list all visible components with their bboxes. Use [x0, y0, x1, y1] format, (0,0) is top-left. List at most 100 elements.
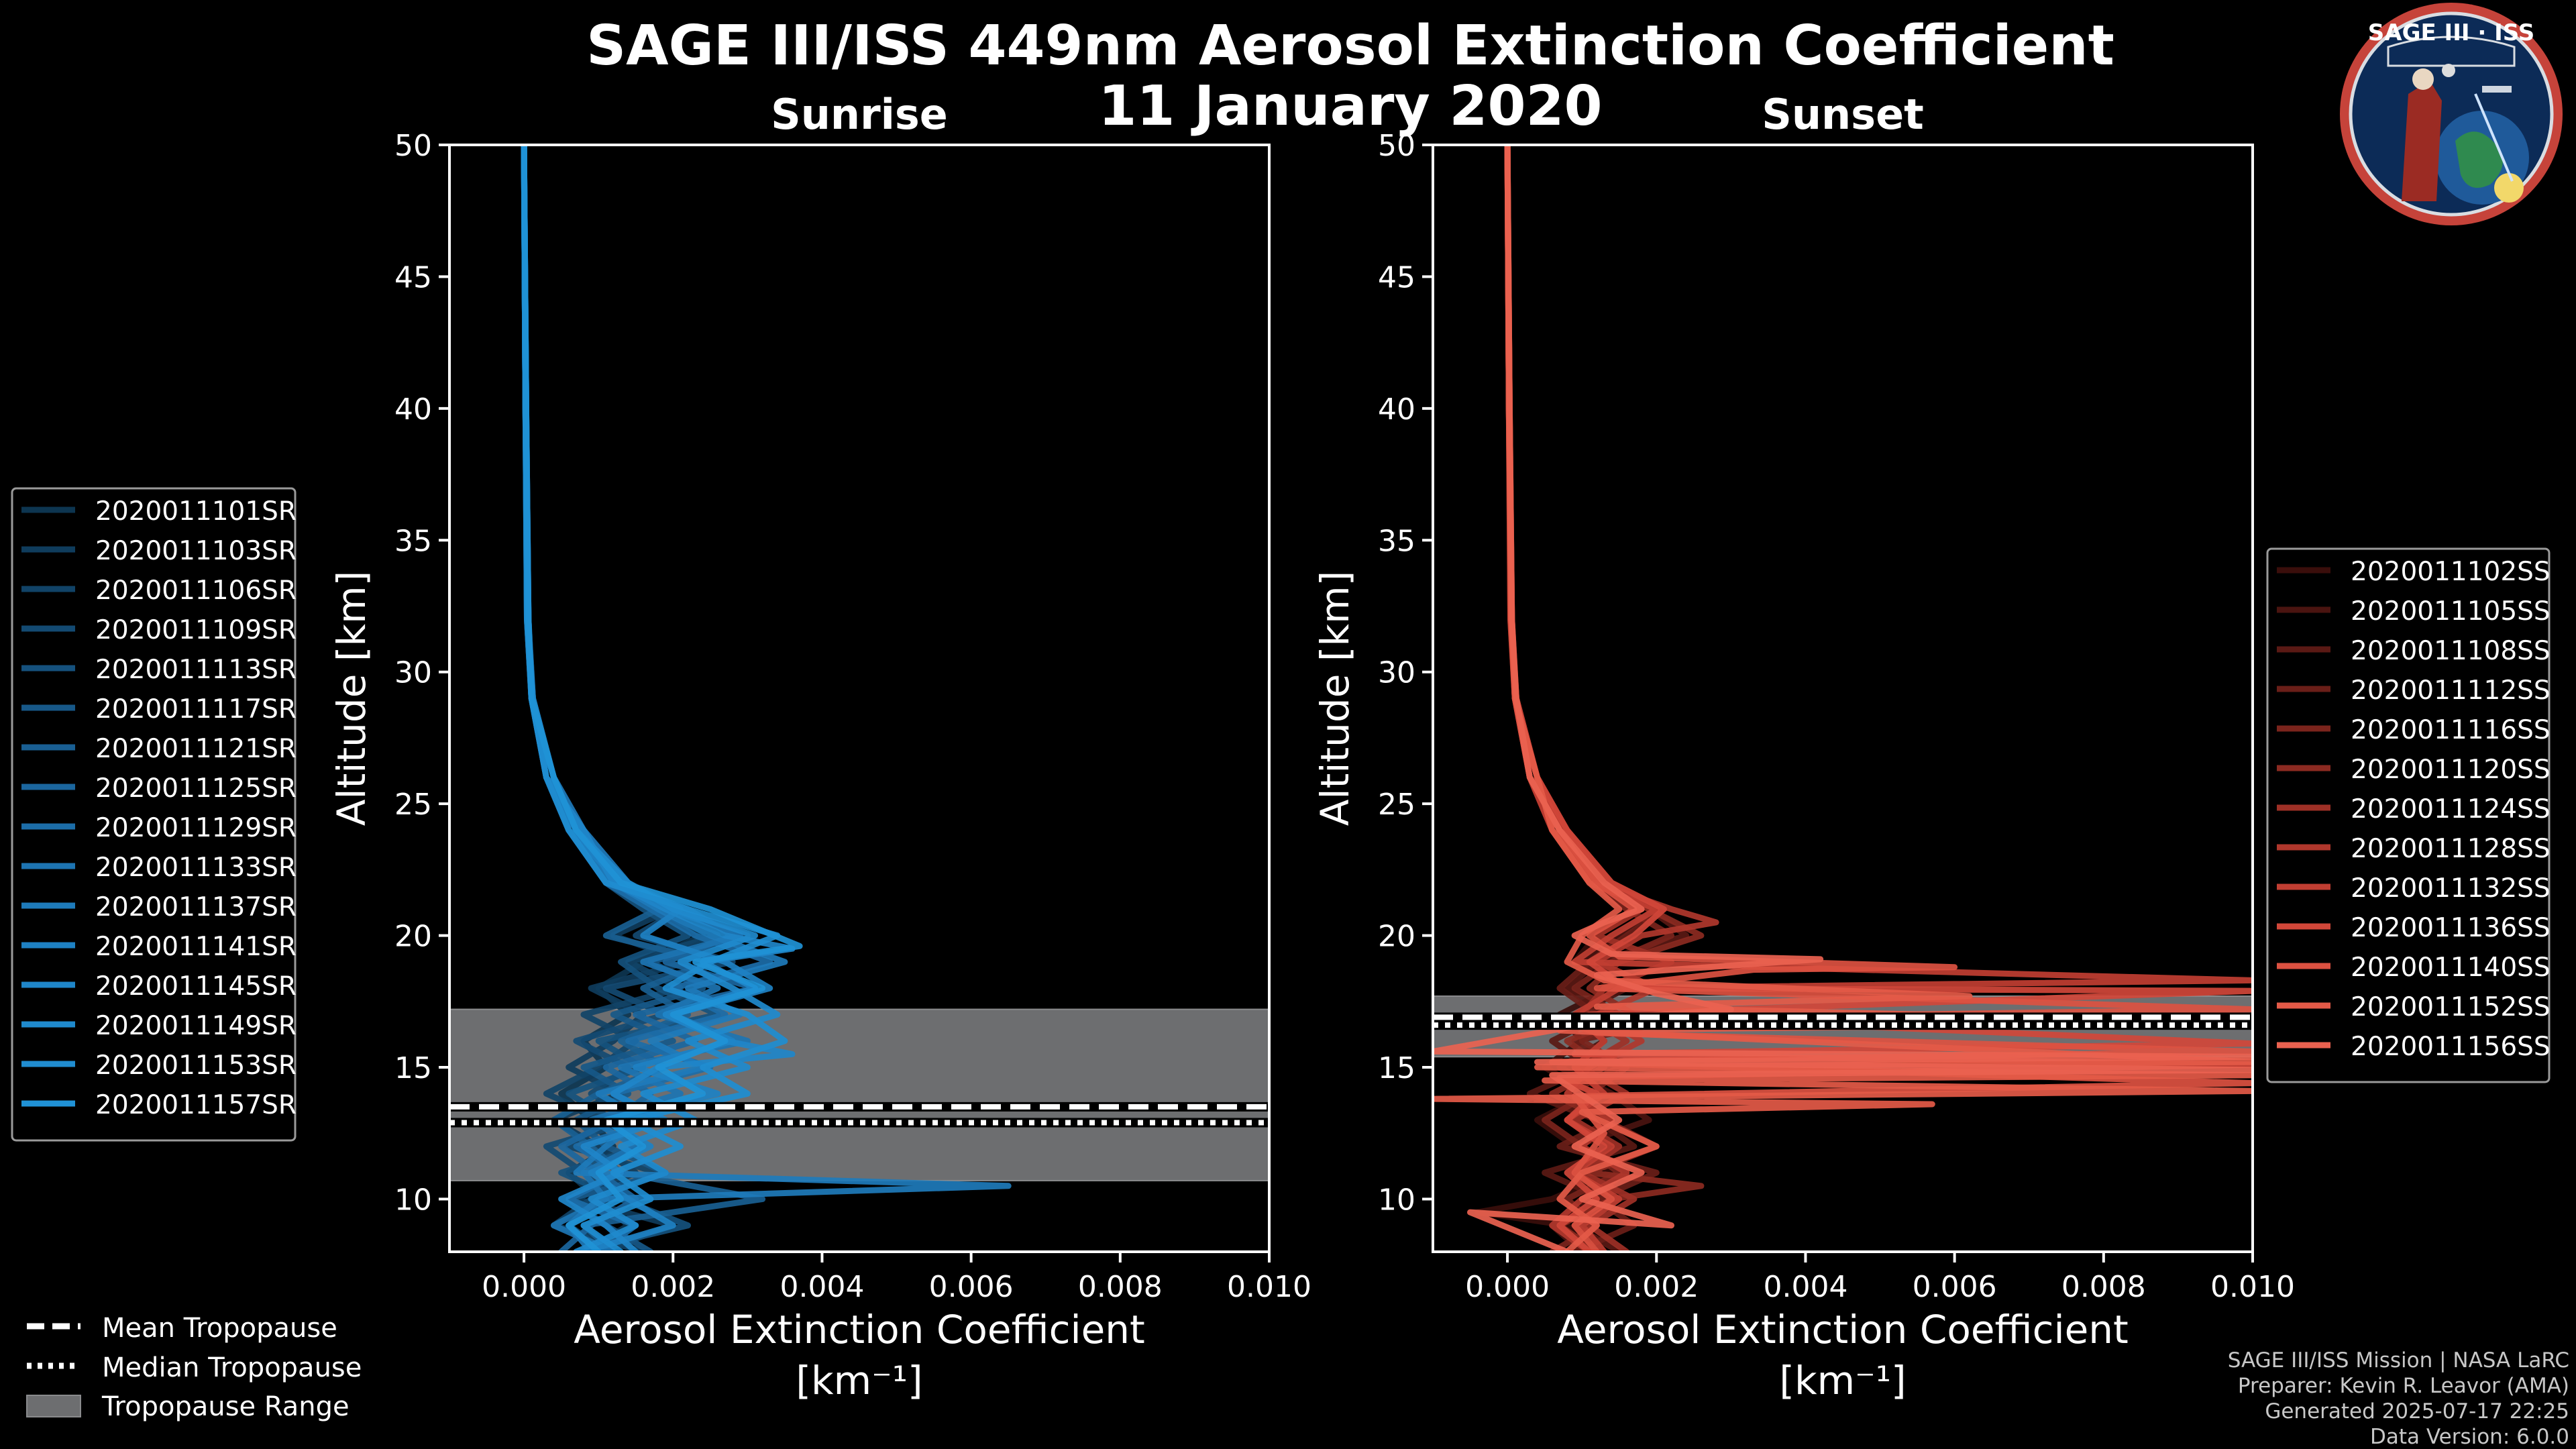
sunset-legend-label-2020011124SS: 2020011124SS — [2351, 794, 2551, 824]
sunrise-legend-label-2020011117SR: 2020011117SR — [95, 694, 297, 724]
sunrise-ytick-label: 20 — [394, 920, 432, 954]
sunset-ytick-label: 40 — [1378, 392, 1415, 427]
patch-banner — [2387, 36, 2516, 67]
sunrise-panel: Sunrise 0.000 0.002 0.004 0.006 0.008 0.010 10 1… — [329, 90, 1311, 1403]
sunset-xtick-label: 0.004 — [1763, 1270, 1847, 1304]
sunrise-legend-box — [11, 487, 297, 1142]
sunset-plot-area — [1433, 145, 2253, 1252]
sunset-legend-label-2020011108SS: 2020011108SS — [2351, 636, 2551, 666]
sun-icon — [2494, 173, 2524, 203]
mission-patch-logo: SAGE III · ISS — [2340, 3, 2563, 225]
sunrise-xtick-label: 0.010 — [1227, 1270, 1311, 1304]
astronomer-figure-icon — [2402, 80, 2442, 201]
sunrise-xtick-label: 0.002 — [631, 1270, 715, 1304]
sunset-xunits: [km⁻¹] — [1779, 1358, 1906, 1403]
sunrise-legend: 2020011101SR 2020011103SR 2020011106SR 2020… — [11, 487, 297, 1142]
sunset-legend-label-2020011136SS: 2020011136SS — [2351, 913, 2551, 943]
sunrise-xtick-label: 0.008 — [1078, 1270, 1163, 1304]
sunrise-xtick-label: 0.000 — [482, 1270, 566, 1304]
sunset-panel-title: Sunset — [1762, 90, 1924, 139]
sunrise-legend-label-2020011109SR: 2020011109SR — [95, 615, 297, 645]
sunrise-ytick-label: 45 — [394, 260, 432, 294]
legend-median-label: Median Tropopause — [102, 1352, 362, 1383]
sunrise-ytick-label: 35 — [394, 524, 432, 558]
sunset-ytick-label: 50 — [1378, 129, 1415, 163]
sunset-legend-label-2020011105SS: 2020011105SS — [2351, 596, 2551, 627]
sunset-xtick-label: 0.010 — [2210, 1270, 2295, 1304]
sunset-ytick-label: 35 — [1378, 524, 1415, 558]
sunset-legend-label-2020011132SS: 2020011132SS — [2351, 873, 2551, 904]
legend-range-swatch — [26, 1395, 81, 1417]
sunset-ylabel: Altitude [km] — [1312, 571, 1358, 826]
sunset-legend-label-2020011128SS: 2020011128SS — [2351, 834, 2551, 864]
sunrise-ytick-label: 30 — [394, 656, 432, 690]
sunrise-legend-label-2020011129SR: 2020011129SR — [95, 813, 297, 843]
footer-preparer: Preparer: Kevin R. Leavor (AMA) — [2238, 1374, 2569, 1398]
sunset-legend-label-2020011120SS: 2020011120SS — [2351, 755, 2551, 785]
legend-mean-label: Mean Tropopause — [102, 1313, 337, 1344]
sunrise-panel-title: Sunrise — [771, 90, 948, 139]
sunrise-ylabel: Altitude [km] — [329, 571, 374, 826]
figure-subtitle-date: 11 January 2020 — [1098, 74, 1602, 138]
sunset-legend-label-2020011112SS: 2020011112SS — [2351, 676, 2551, 706]
sunrise-axes-frame — [448, 144, 1271, 1253]
sunset-legend: 2020011102SS 2020011105SS 2020011108SS 2020… — [2266, 547, 2551, 1083]
sunset-ytick-label: 20 — [1378, 920, 1415, 954]
tropopause-legend: Mean Tropopause Median Tropopause Tropop… — [26, 1313, 362, 1422]
sunrise-xtick-label: 0.006 — [929, 1270, 1014, 1304]
sunrise-legend-label-2020011145SR: 2020011145SR — [95, 971, 297, 1002]
sunrise-ytick-label: 10 — [394, 1183, 432, 1217]
sunrise-legend-label-2020011106SR: 2020011106SR — [95, 576, 297, 606]
sunset-legend-label-2020011140SS: 2020011140SS — [2351, 953, 2551, 983]
legend-range-label: Tropopause Range — [101, 1391, 350, 1422]
sunrise-legend-label-2020011121SR: 2020011121SR — [95, 734, 297, 764]
sunset-ytick-label: 30 — [1378, 656, 1415, 690]
footer-credits: SAGE III/ISS Mission | NASA LaRC Prepare… — [2228, 1348, 2569, 1449]
sunrise-legend-label-2020011157SR: 2020011157SR — [95, 1090, 297, 1120]
footer-generated: Generated 2025-07-17 22:25 — [2265, 1399, 2569, 1424]
sunrise-legend-label-2020011137SR: 2020011137SR — [95, 892, 297, 922]
light-ray — [2474, 93, 2514, 182]
sunrise-profile-2020011157SR — [521, 145, 803, 1252]
sunset-xtick-label: 0.000 — [1465, 1270, 1550, 1304]
sunset-ytick-label: 25 — [1378, 788, 1415, 822]
sunrise-legend-label-2020011113SR: 2020011113SR — [95, 655, 297, 685]
sunset-legend-label-2020011102SS: 2020011102SS — [2351, 557, 2551, 587]
footer-mission: SAGE III/ISS Mission | NASA LaRC — [2228, 1348, 2569, 1373]
sunset-legend-label-2020011152SS: 2020011152SS — [2351, 992, 2551, 1022]
sunrise-ytick-label: 15 — [394, 1051, 432, 1085]
sunset-xtick-label: 0.006 — [1913, 1270, 1997, 1304]
sunset-ytick-label: 10 — [1378, 1183, 1415, 1217]
sunrise-legend-label-2020011149SR: 2020011149SR — [95, 1011, 297, 1041]
sunset-panel: Sunset 0.000 0.002 0.004 0.006 0.008 0.010 10 15… — [1312, 90, 2295, 1403]
sunrise-plot-area — [449, 145, 1269, 1252]
sunset-legend-label-2020011116SS: 2020011116SS — [2351, 715, 2551, 745]
moon-icon — [2442, 64, 2455, 77]
sunrise-xunits: [km⁻¹] — [796, 1358, 922, 1403]
sunset-legend-box — [2266, 547, 2551, 1083]
sunset-ytick-label: 45 — [1378, 260, 1415, 294]
sunrise-legend-label-2020011101SR: 2020011101SR — [95, 496, 297, 527]
sunset-axes-frame — [1432, 144, 2254, 1253]
sunset-profile-2020011156SS — [1433, 145, 2253, 1252]
sunrise-legend-label-2020011153SR: 2020011153SR — [95, 1051, 297, 1081]
iss-icon — [2482, 86, 2512, 93]
sunrise-legend-label-2020011133SR: 2020011133SR — [95, 853, 297, 883]
patch-title: SAGE III · ISS — [2368, 19, 2534, 46]
figure-title: SAGE III/ISS 449nm Aerosol Extinction Co… — [586, 14, 2114, 78]
continent-shape — [2455, 131, 2503, 188]
sunset-xlabel: Aerosol Extinction Coefficient — [1557, 1307, 2129, 1352]
footer-data-version: Data Version: 6.0.0 — [2370, 1425, 2569, 1449]
sunrise-xlabel: Aerosol Extinction Coefficient — [574, 1307, 1145, 1352]
sunset-xtick-label: 0.002 — [1614, 1270, 1699, 1304]
sunset-ytick-label: 15 — [1378, 1051, 1415, 1085]
sunrise-legend-label-2020011103SR: 2020011103SR — [95, 536, 297, 566]
sunrise-legend-label-2020011125SR: 2020011125SR — [95, 773, 297, 804]
sunset-legend-label-2020011156SS: 2020011156SS — [2351, 1032, 2551, 1062]
sunrise-ytick-label: 40 — [394, 392, 432, 427]
astronomer-head — [2412, 68, 2434, 90]
sunrise-ytick-label: 50 — [394, 129, 432, 163]
sunset-xtick-label: 0.008 — [2061, 1270, 2146, 1304]
sunrise-ytick-label: 25 — [394, 788, 432, 822]
